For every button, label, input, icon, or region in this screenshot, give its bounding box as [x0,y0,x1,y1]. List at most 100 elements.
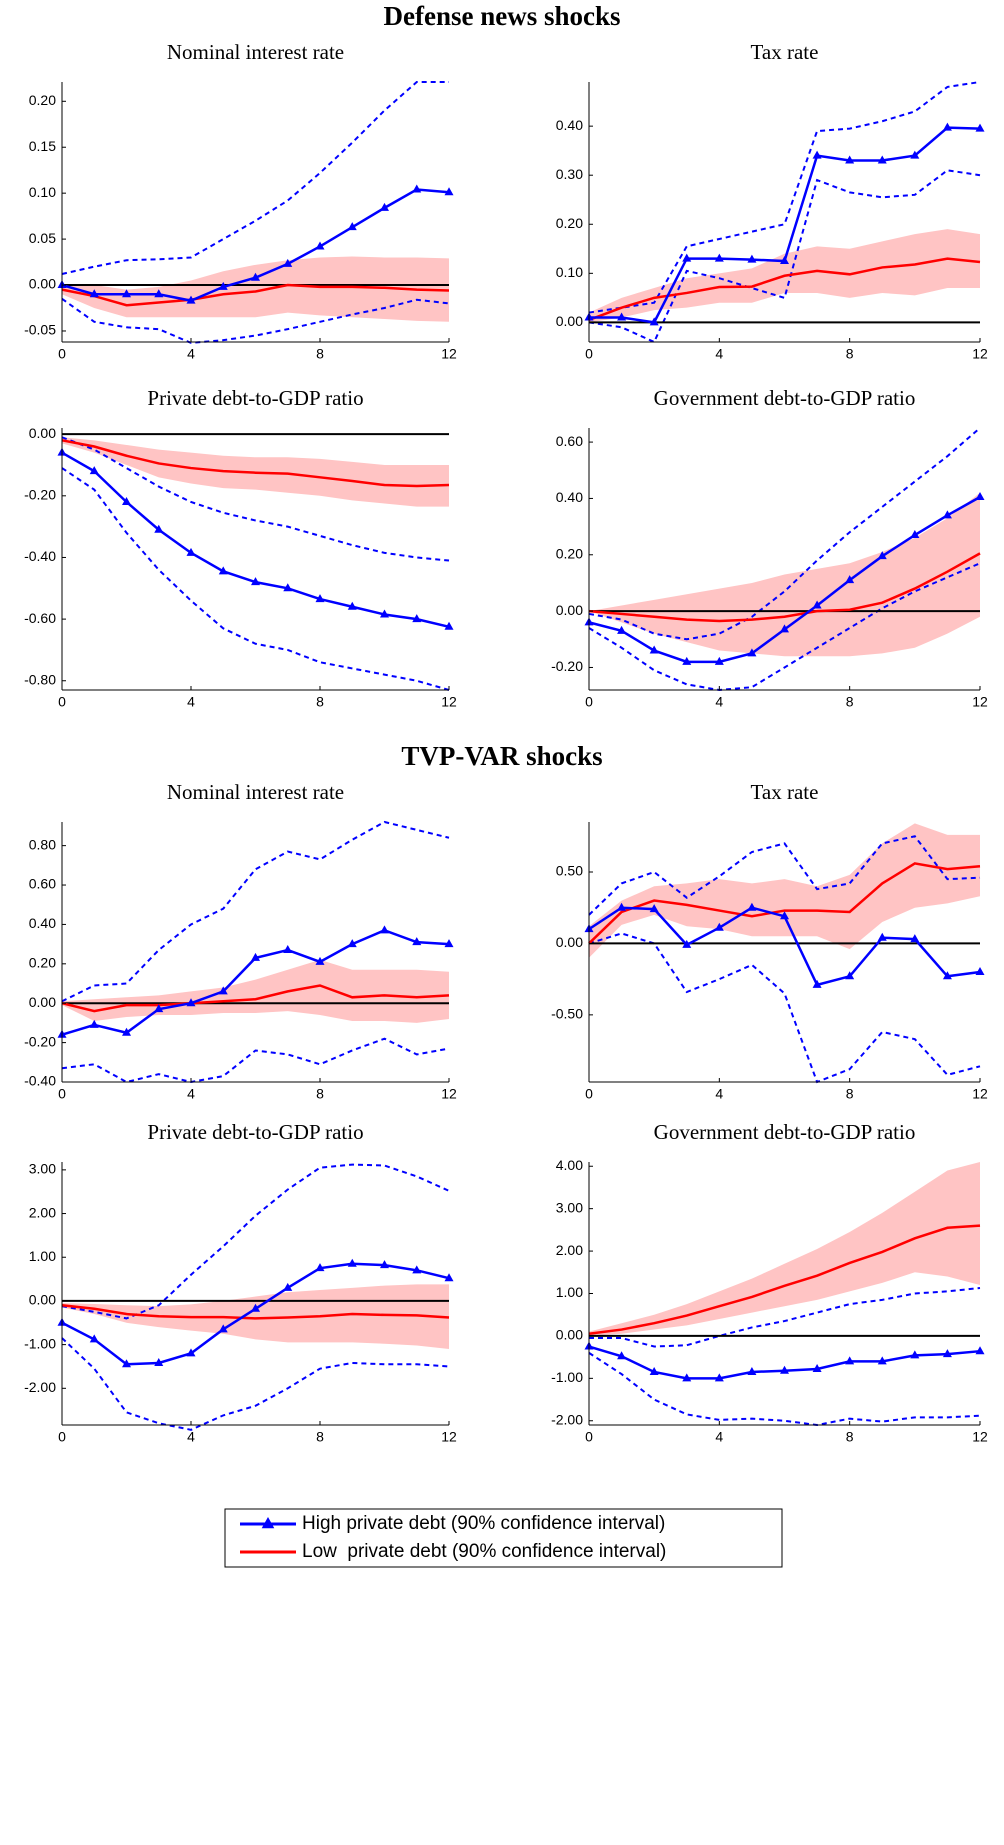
point-marker [251,577,260,586]
point-marker [89,289,99,298]
point-marker [780,624,789,633]
point-marker [747,902,757,911]
point-marker [218,281,228,290]
x-tick-label: 4 [715,346,723,362]
point-marker [380,925,389,934]
x-tick-label: 8 [316,694,324,710]
y-tick-label: -0.60 [24,610,56,626]
point-marker [682,253,692,262]
y-tick-label: 0.40 [29,915,56,931]
point-marker [186,998,196,1007]
point-marker [186,295,196,304]
y-tick-label: 0.40 [556,489,583,505]
point-marker [412,1265,422,1274]
point-marker [444,939,454,948]
y-tick-label: 0.20 [29,92,56,108]
point-marker [649,317,659,326]
y-tick-label: 0.15 [29,138,56,154]
y-tick-label: 1.00 [29,1248,56,1264]
confidence-bound [61,467,450,691]
x-tick-label: 8 [846,346,854,362]
point-marker [122,496,131,505]
section-title: Defense news shocks [383,1,620,31]
point-marker [154,289,164,298]
x-tick-label: 4 [187,346,195,362]
point-marker [186,547,196,556]
y-tick-label: 0.00 [556,602,583,618]
series-line [61,1304,450,1320]
point-marker [910,530,920,539]
point-marker [122,289,131,298]
chart-title: Tax rate [751,780,819,804]
confidence-bound [61,1037,450,1084]
point-marker [412,184,422,193]
x-tick-label: 0 [585,1429,593,1445]
y-tick-label: -0.80 [24,671,56,687]
y-tick-label: 0.00 [556,1327,583,1343]
series-line [61,283,450,307]
chart-title: Private debt-to-GDP ratio [147,386,363,410]
section-title: TVP-VAR shocks [401,741,602,771]
point-marker [649,1366,659,1375]
x-tick-label: 12 [441,694,457,710]
x-tick-label: 4 [187,1429,195,1445]
point-marker [617,902,627,911]
x-tick-label: 12 [441,1429,457,1445]
point-marker [218,566,228,575]
x-tick-label: 0 [585,346,593,362]
y-tick-label: 0.00 [29,276,56,292]
point-marker [942,510,952,519]
point-marker [617,625,627,634]
point-marker [682,656,692,665]
point-marker [412,614,422,623]
x-tick-label: 4 [715,1429,723,1445]
y-tick-label: 0.00 [29,1292,56,1308]
point-marker [283,258,293,267]
y-tick-label: 0.60 [29,876,56,892]
x-tick-label: 0 [58,346,66,362]
y-tick-label: 0.00 [556,313,583,329]
y-tick-label: -0.05 [24,322,56,338]
x-tick-label: 8 [846,1086,854,1102]
series-line [588,1224,981,1336]
y-tick-label: 0.60 [556,433,583,449]
point-marker [380,1260,389,1269]
y-tick-label: 0.40 [556,117,583,133]
point-marker [975,492,985,501]
point-marker [910,1350,920,1359]
confidence-bound [61,298,450,344]
y-tick-label: 0.00 [29,425,56,441]
point-marker [812,1364,822,1373]
point-marker [714,1373,724,1382]
confidence-band [62,256,449,322]
x-tick-label: 12 [972,694,988,710]
point-marker [845,575,855,584]
point-marker [122,1027,131,1036]
chart-title: Private debt-to-GDP ratio [147,1120,363,1144]
y-tick-label: 0.80 [29,836,56,852]
y-tick-label: -2.00 [551,1411,583,1427]
confidence-bound [61,81,449,275]
point-marker [347,939,357,948]
point-marker [910,934,920,943]
y-tick-label: 0.10 [556,264,583,280]
point-marker [780,911,789,920]
y-tick-label: 3.00 [29,1161,56,1177]
point-marker [714,922,724,931]
point-marker [812,979,822,988]
legend-label: High private debt (90% confidence interv… [302,1513,665,1534]
confidence-bound [588,1352,981,1427]
y-tick-label: 3.00 [556,1199,583,1215]
legend-label: Low private debt (90% confidence interva… [302,1541,666,1562]
point-marker [845,1356,855,1365]
x-tick-label: 12 [441,346,457,362]
y-tick-label: 2.00 [556,1242,583,1258]
x-tick-label: 4 [187,694,195,710]
x-tick-label: 8 [316,1086,324,1102]
legend-marker [261,1517,275,1529]
y-tick-label: 0.05 [29,230,56,246]
point-marker [780,256,789,265]
point-marker [649,645,659,654]
y-tick-label: 4.00 [556,1157,583,1173]
